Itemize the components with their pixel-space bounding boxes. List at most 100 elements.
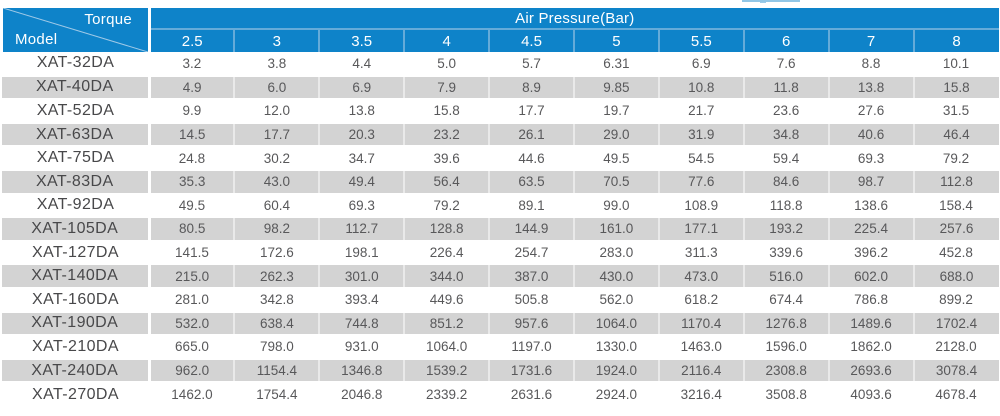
table-row: XAT-105DA 80.5 98.2 112.7 128.8 144.9 161.0 177… xyxy=(1,216,999,242)
value-cell: 20.3 xyxy=(318,121,405,148)
pressure-header-cell: 4.5 xyxy=(488,29,574,52)
value-cell: 4.4 xyxy=(319,52,405,76)
model-cell: XAT-52DA xyxy=(1,99,150,123)
value-cell: 161.0 xyxy=(572,216,659,242)
value-cell: 9.85 xyxy=(572,74,659,101)
value-cell: 141.5 xyxy=(149,240,235,265)
value-cell: 31.5 xyxy=(913,99,999,123)
value-cell: 43.0 xyxy=(233,168,320,195)
value-cell: 128.8 xyxy=(403,216,490,242)
value-cell: 1330.0 xyxy=(573,335,659,359)
table-row: XAT-127DA 141.5 172.6 198.1 226.4 254.7 283.0 3… xyxy=(1,240,999,265)
value-cell: 12.0 xyxy=(234,99,320,123)
value-cell: 342.8 xyxy=(234,287,320,312)
table-row: XAT-160DA 281.0 342.8 393.4 449.6 505.8 562.0 6… xyxy=(1,287,999,312)
value-cell: 3216.4 xyxy=(658,382,744,406)
value-cell: 505.8 xyxy=(489,287,574,312)
value-cell: 10.1 xyxy=(913,52,999,76)
value-cell: 54.5 xyxy=(658,146,744,170)
value-cell: 13.8 xyxy=(827,74,914,101)
value-cell: 60.4 xyxy=(234,193,320,218)
value-cell: 1064.0 xyxy=(572,310,659,337)
value-cell: 1197.0 xyxy=(489,335,574,359)
value-cell: 34.7 xyxy=(319,146,405,170)
value-cell: 79.2 xyxy=(404,193,490,218)
table-row: XAT-83DA 35.3 43.0 49.4 56.4 63.5 70.5 77.6 84.6… xyxy=(1,168,999,195)
value-cell: 957.6 xyxy=(488,310,574,337)
value-cell: 1924.0 xyxy=(572,357,659,384)
table-row: XAT-40DA 4.9 6.0 6.9 7.9 8.9 9.85 10.8 11.8 13.8 1… xyxy=(1,74,999,101)
table-row: XAT-63DA 14.5 17.7 20.3 23.2 26.1 29.0 31.9 34.8… xyxy=(1,121,999,148)
value-cell: 786.8 xyxy=(828,287,914,312)
value-cell: 11.8 xyxy=(742,74,829,101)
value-cell: 1539.2 xyxy=(403,357,490,384)
value-cell: 34.8 xyxy=(742,121,829,148)
value-cell: 3.2 xyxy=(149,52,235,76)
value-cell: 301.0 xyxy=(318,263,405,289)
value-cell: 2693.6 xyxy=(827,357,914,384)
value-cell: 5.0 xyxy=(404,52,490,76)
value-cell: 9.9 xyxy=(149,99,235,123)
value-cell: 602.0 xyxy=(827,263,914,289)
value-cell: 1346.8 xyxy=(318,357,405,384)
value-cell: 44.6 xyxy=(489,146,574,170)
value-cell: 2339.2 xyxy=(404,382,490,406)
pressure-header-cell: 3.5 xyxy=(318,29,405,52)
diagonal-divider-line xyxy=(3,8,148,52)
value-cell: 638.4 xyxy=(233,310,320,337)
model-cell: XAT-160DA xyxy=(1,287,150,312)
value-cell: 177.1 xyxy=(657,216,744,242)
model-cell: XAT-83DA xyxy=(1,168,150,195)
value-cell: 69.3 xyxy=(319,193,405,218)
table-row: XAT-240DA 962.0 1154.4 1346.8 1539.2 1731.6 19… xyxy=(1,357,999,384)
value-cell: 30.2 xyxy=(234,146,320,170)
value-cell: 59.4 xyxy=(743,146,829,170)
value-cell: 396.2 xyxy=(828,240,914,265)
value-cell: 281.0 xyxy=(149,287,235,312)
value-cell: 89.1 xyxy=(489,193,574,218)
value-cell: 215.0 xyxy=(148,263,235,289)
value-cell: 674.4 xyxy=(743,287,829,312)
value-cell: 1154.4 xyxy=(233,357,320,384)
model-cell: XAT-210DA xyxy=(1,335,150,359)
value-cell: 3508.8 xyxy=(743,382,829,406)
value-cell: 172.6 xyxy=(234,240,320,265)
model-cell: XAT-190DA xyxy=(1,310,150,337)
corner-torque-label: Torque xyxy=(84,11,132,28)
value-cell: 962.0 xyxy=(148,357,235,384)
value-cell: 339.6 xyxy=(743,240,829,265)
value-cell: 2631.6 xyxy=(489,382,574,406)
value-cell: 49.5 xyxy=(573,146,659,170)
value-cell: 283.0 xyxy=(573,240,659,265)
value-cell: 393.4 xyxy=(319,287,405,312)
model-cell: XAT-92DA xyxy=(1,193,150,218)
value-cell: 17.7 xyxy=(233,121,320,148)
value-cell: 79.2 xyxy=(913,146,999,170)
value-cell: 108.9 xyxy=(658,193,744,218)
value-cell: 29.0 xyxy=(572,121,659,148)
value-cell: 99.0 xyxy=(573,193,659,218)
value-cell: 899.2 xyxy=(913,287,999,312)
table-header: Torque Model Air Pressure(Bar) 2.5 3 3.5 4 4… xyxy=(0,8,999,52)
value-cell: 8.9 xyxy=(488,74,574,101)
value-cell: 430.0 xyxy=(572,263,659,289)
value-cell: 2116.4 xyxy=(657,357,744,384)
model-cell: XAT-140DA xyxy=(1,263,150,289)
value-cell: 1862.0 xyxy=(828,335,914,359)
value-cell: 84.6 xyxy=(742,168,829,195)
value-cell: 1731.6 xyxy=(488,357,574,384)
value-cell: 4093.6 xyxy=(828,382,914,406)
value-cell: 193.2 xyxy=(742,216,829,242)
corner-header-cell: Torque Model xyxy=(0,8,150,52)
pressure-header-cell: 6 xyxy=(742,29,829,52)
value-cell: 1462.0 xyxy=(149,382,235,406)
value-cell: 225.4 xyxy=(827,216,914,242)
table-row: XAT-140DA 215.0 262.3 301.0 344.0 387.0 430.0 4… xyxy=(1,263,999,289)
value-cell: 798.0 xyxy=(234,335,320,359)
value-cell: 31.9 xyxy=(657,121,744,148)
model-cell: XAT-40DA xyxy=(1,74,150,101)
value-cell: 98.7 xyxy=(827,168,914,195)
table-body: XAT-32DA 3.2 3.8 4.4 5.0 5.7 6.31 6.9 7.6 8.8 10.1… xyxy=(1,52,999,406)
value-cell: 665.0 xyxy=(149,335,235,359)
value-cell: 1170.4 xyxy=(657,310,744,337)
